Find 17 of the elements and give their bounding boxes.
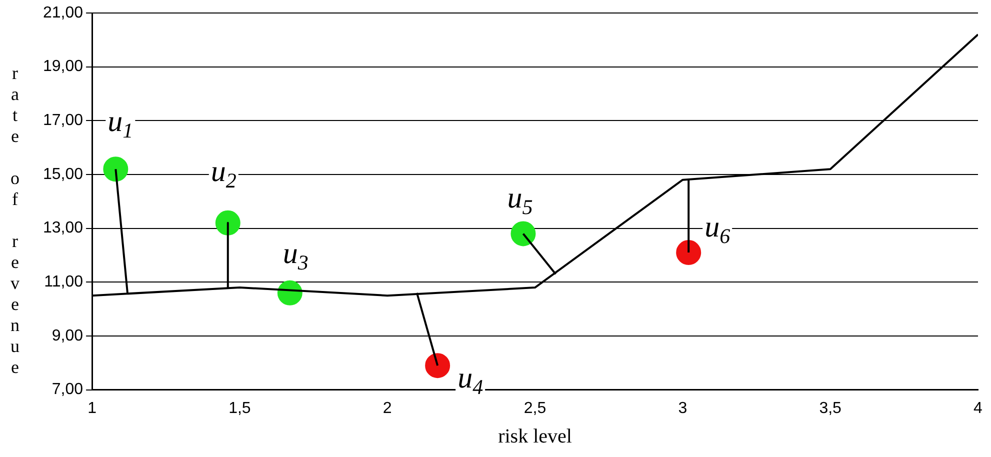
x-tick-label: 4 (974, 400, 983, 417)
x-tick-label: 2,5 (524, 400, 546, 417)
x-tick-label: 1,5 (228, 400, 251, 417)
y-axis-title: rate of revenue (4, 62, 25, 380)
y-tick-label: 7,00 (52, 381, 84, 398)
x-axis-title: risk level (498, 425, 572, 448)
x-tick-label: 3 (678, 400, 688, 417)
y-tick-label: 15,00 (42, 166, 84, 183)
y-tick-label: 17,00 (42, 112, 84, 130)
x-tick-label: 2 (382, 400, 392, 417)
y-tick-label: 11,00 (44, 274, 84, 291)
y-tick-label: 21,00 (42, 4, 84, 22)
y-tick-label: 13,00 (42, 220, 84, 237)
y-tick-label: 19,00 (42, 58, 84, 76)
x-tick-label: 3,5 (819, 400, 842, 417)
y-tick-label: 9,00 (52, 327, 84, 344)
x-tick-label: 1 (88, 400, 97, 417)
